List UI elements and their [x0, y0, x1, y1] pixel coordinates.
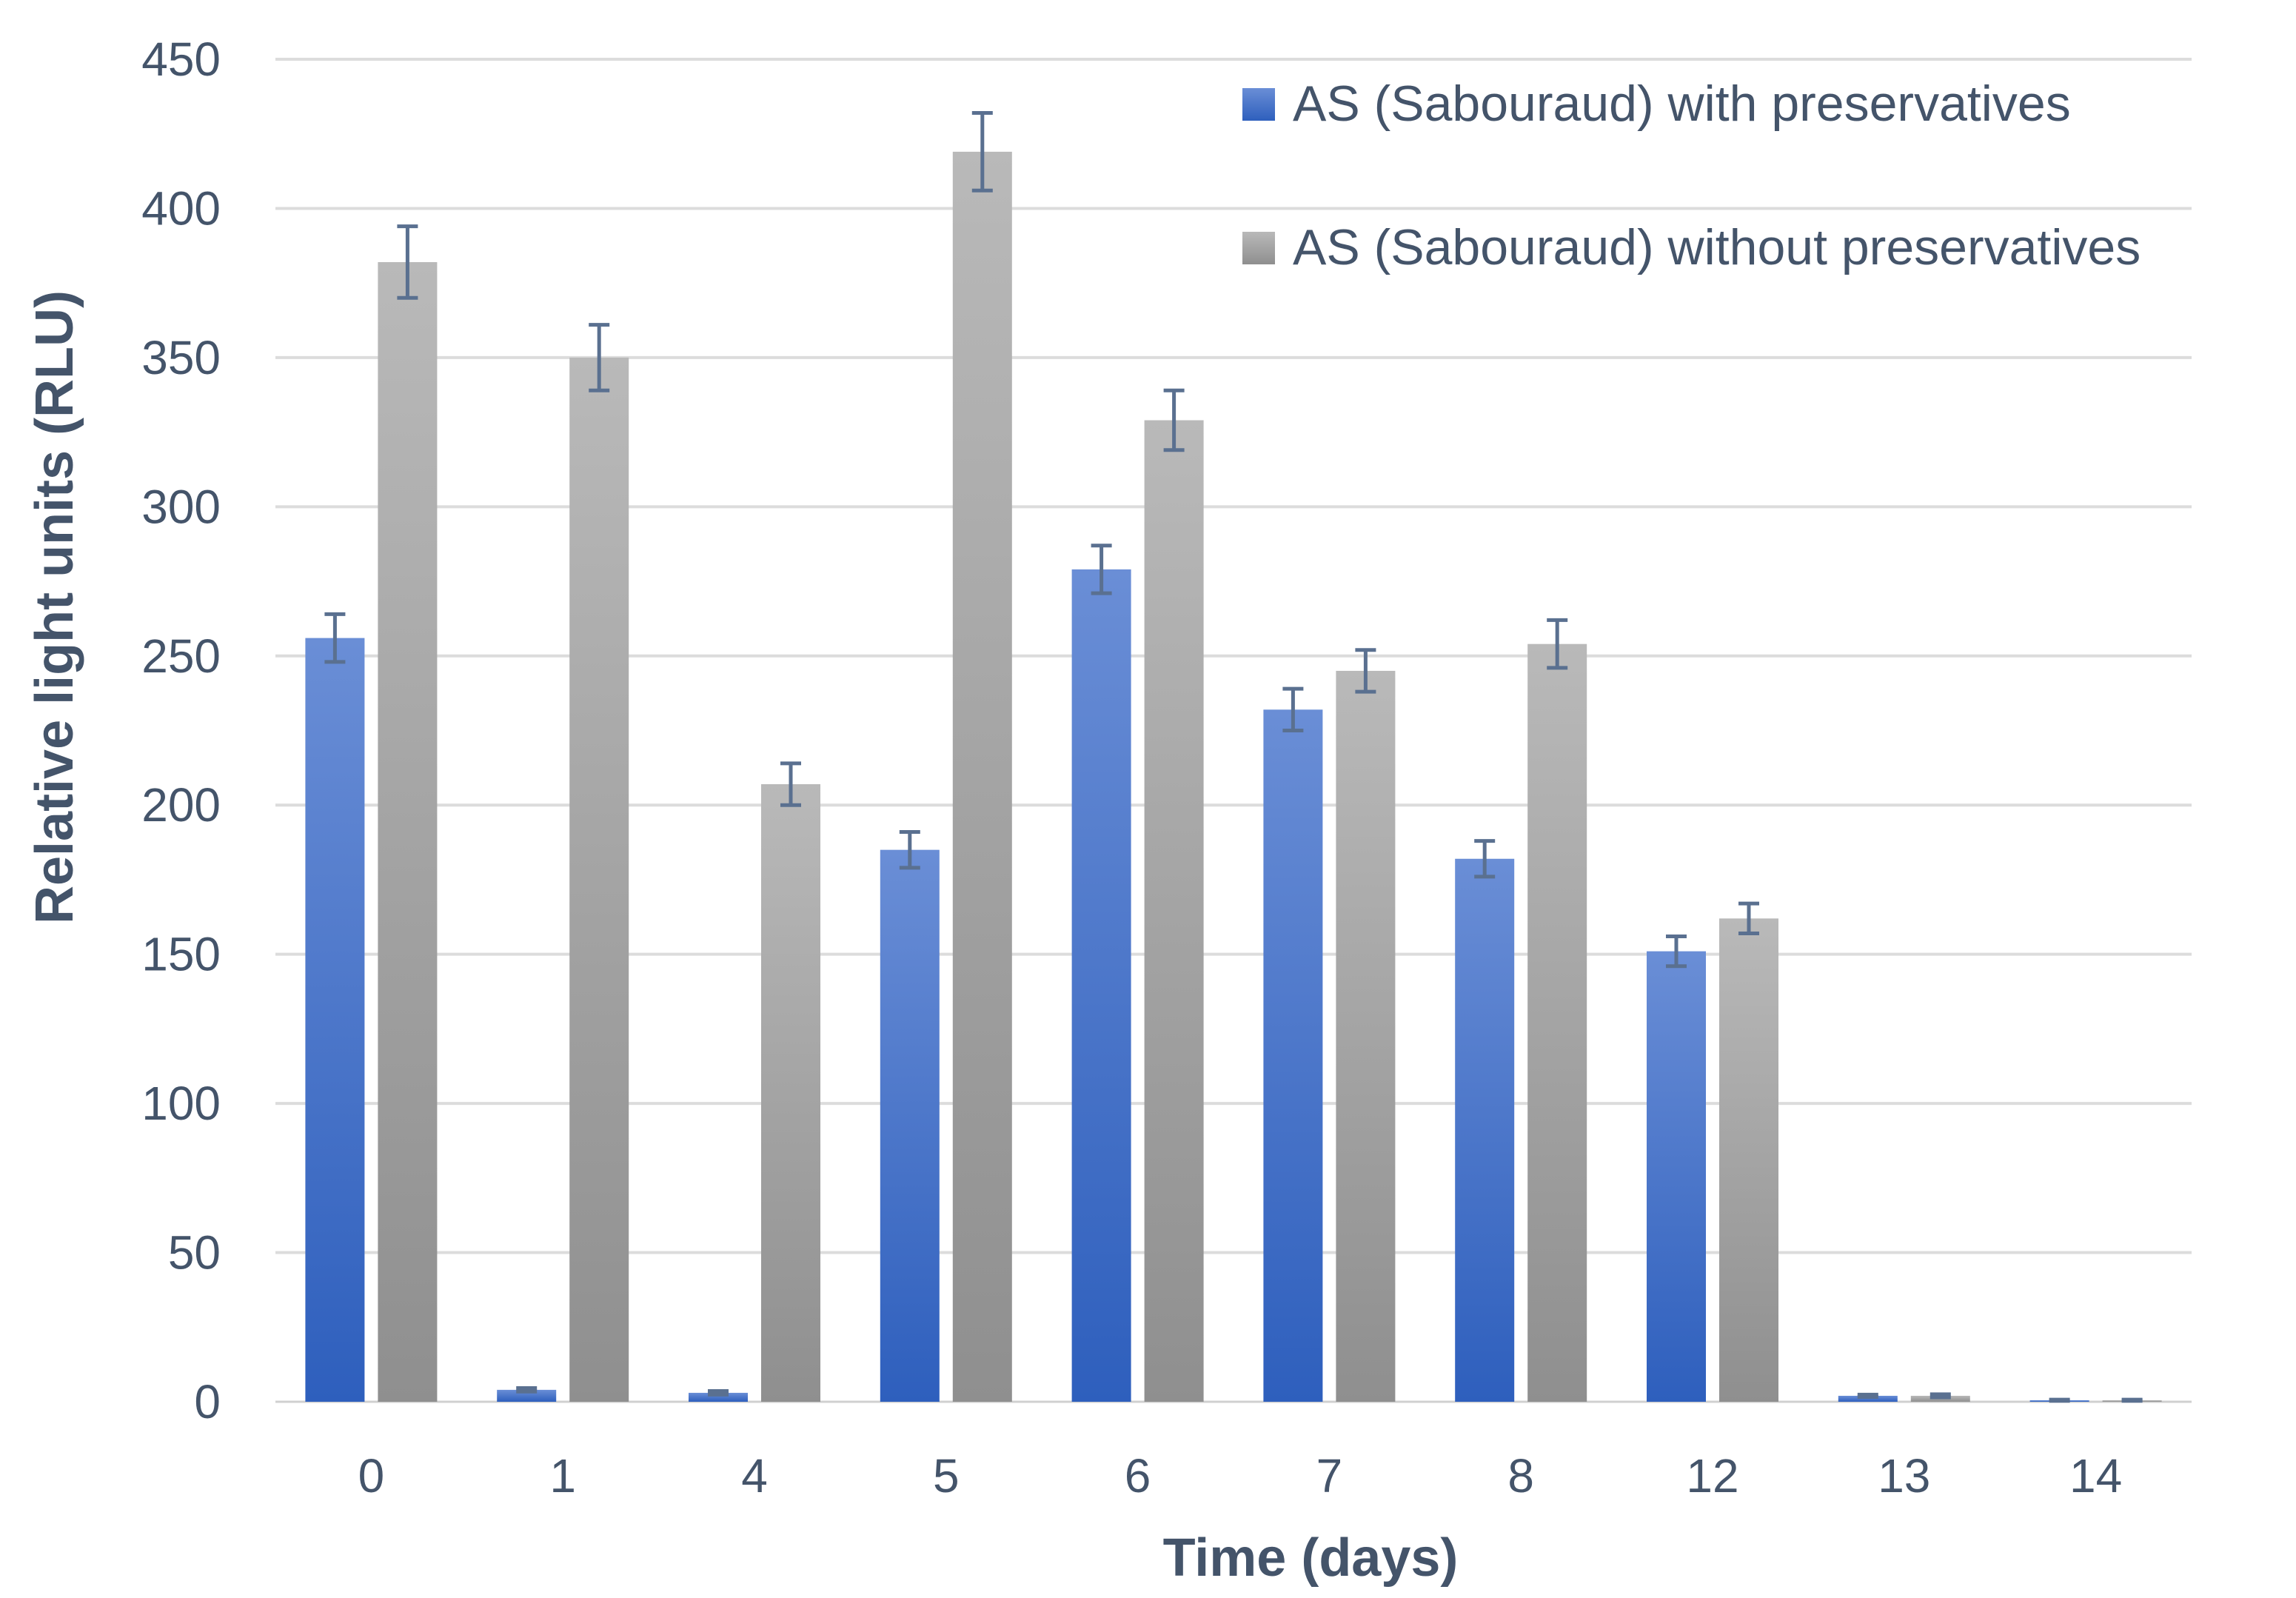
error-bar	[397, 224, 418, 300]
bar-with-preservatives	[1647, 951, 1706, 1402]
error-bar	[971, 111, 993, 193]
x-tick-label: 13	[1878, 1449, 1930, 1502]
bar-with-preservatives	[1071, 569, 1131, 1403]
x-tick-label: 5	[933, 1449, 960, 1502]
error-bar	[2121, 1397, 2143, 1403]
y-tick-label: 0	[194, 1375, 221, 1428]
error-bar	[1091, 544, 1112, 595]
y-tick-label: 400	[141, 181, 221, 235]
y-tick-label: 200	[141, 778, 221, 832]
x-axis-ticks: 0 1 4 5 6 7 8 12 13 14	[358, 1449, 2123, 1502]
y-tick-label: 300	[141, 480, 221, 533]
y-axis-ticks: 0 50 100 150 200 250 300 350 400 450	[141, 33, 221, 1428]
x-tick-label: 4	[741, 1449, 768, 1502]
error-bar	[1738, 901, 1759, 935]
x-tick-label: 12	[1686, 1449, 1738, 1502]
bar-without-preservatives	[1144, 420, 1204, 1402]
y-tick-label: 450	[141, 33, 221, 86]
bar-with-preservatives	[1263, 709, 1323, 1402]
y-tick-label: 150	[141, 928, 221, 981]
bar-without-preservatives	[1527, 643, 1587, 1402]
error-bar	[589, 323, 610, 392]
error-bar	[780, 761, 801, 807]
error-bar	[1163, 388, 1185, 452]
bar-with-preservatives	[497, 1389, 557, 1402]
y-tick-label: 350	[141, 331, 221, 384]
bar-with-preservatives	[1455, 858, 1515, 1402]
x-tick-label: 0	[358, 1449, 385, 1502]
error-bar	[324, 612, 346, 664]
y-tick-label: 50	[168, 1226, 221, 1280]
bars	[305, 151, 2162, 1403]
bar-with-preservatives	[689, 1392, 748, 1402]
x-tick-label: 14	[2069, 1449, 2122, 1502]
x-tick-label: 1	[549, 1449, 576, 1502]
x-tick-label: 7	[1316, 1449, 1343, 1502]
legend-swatch-without-preservatives	[1242, 232, 1275, 264]
bar-with-preservatives	[880, 849, 940, 1402]
x-axis-title: Time (days)	[1163, 1528, 1459, 1588]
error-bar	[2049, 1397, 2070, 1403]
legend-label-with-preservatives: AS (Sabouraud) with preservatives	[1293, 76, 2071, 132]
legend-label-without-preservatives: AS (Sabouraud) without preservatives	[1293, 219, 2141, 275]
x-tick-label: 8	[1507, 1449, 1534, 1502]
bar-without-preservatives	[761, 784, 820, 1402]
bar-without-preservatives	[569, 357, 629, 1402]
error-bar	[1282, 686, 1304, 732]
y-axis-title: Relative light units (RLU)	[25, 290, 84, 924]
error-bar	[1857, 1392, 1878, 1400]
bar-with-preservatives	[305, 638, 365, 1402]
error-bars	[324, 111, 2143, 1403]
bar-without-preservatives	[952, 151, 1012, 1403]
bar-without-preservatives	[1719, 918, 1778, 1402]
error-bar	[1666, 934, 1687, 969]
x-tick-label: 6	[1125, 1449, 1151, 1502]
error-bar	[1355, 648, 1376, 694]
error-bar	[1474, 839, 1496, 879]
bar-without-preservatives	[378, 261, 438, 1402]
y-tick-label: 250	[141, 629, 221, 683]
y-tick-label: 100	[141, 1077, 221, 1130]
error-bar	[1929, 1392, 1951, 1400]
error-bar	[1547, 618, 1568, 670]
error-bar	[516, 1385, 538, 1394]
error-bar	[899, 829, 920, 870]
legend-swatch-with-preservatives	[1242, 88, 1275, 121]
legend: AS (Sabouraud) with preservatives AS (Sa…	[1242, 76, 2141, 275]
error-bar	[708, 1388, 729, 1397]
bar-without-preservatives	[1336, 670, 1396, 1402]
